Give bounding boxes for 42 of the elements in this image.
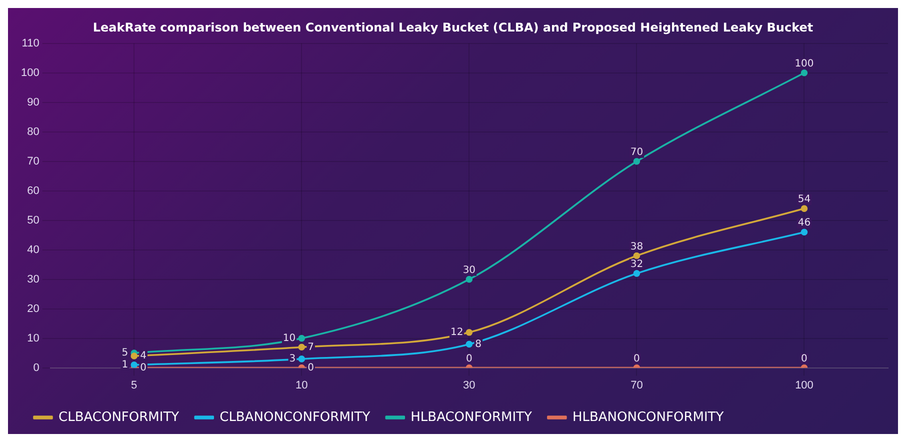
y-tick-label: 40 [27, 244, 40, 256]
y-tick-label: 20 [27, 302, 40, 315]
data-label: 0 [801, 353, 808, 364]
chart-title: LeakRate comparison between Conventional Leaky Bucket (CLBA) and Proposed Heightened Leaky Bucket [92, 20, 814, 34]
x-tick-label: 100 [795, 379, 814, 392]
data-label: 54 [798, 194, 811, 206]
data-label: 12 [450, 327, 464, 338]
y-tick-label: 60 [27, 184, 40, 197]
data-label: 3 [289, 354, 296, 365]
data-label: 46 [798, 218, 811, 229]
y-tick-label: 0 [33, 362, 40, 374]
data-label: 4 [140, 350, 146, 362]
y-tick-label: 30 [27, 273, 40, 286]
x-tick-label: 5 [131, 379, 138, 392]
data-label: 0 [308, 362, 314, 374]
data-label: 0 [466, 353, 472, 364]
data-label: 1 [122, 359, 128, 370]
legend-label: CLBANONCONFORMITY [220, 410, 370, 425]
data-label: 0 [140, 362, 146, 374]
legend-label: HLBACONFORMITY [410, 410, 532, 425]
legend-label: HLBANONCONFORMITY [572, 410, 724, 425]
legend-label: CLBACONFORMITY [58, 410, 180, 425]
data-label: 30 [462, 264, 476, 276]
data-label: 10 [282, 332, 296, 344]
y-tick-label: 110 [22, 37, 40, 50]
y-tick-label: 50 [27, 214, 40, 226]
data-label: 5 [122, 348, 128, 359]
data-label: 32 [630, 259, 644, 270]
data-label: 70 [630, 146, 644, 158]
x-tick-label: 30 [463, 379, 476, 392]
data-label: 100 [794, 58, 814, 70]
y-tick-label: 90 [27, 96, 40, 108]
data-label: 8 [475, 338, 482, 350]
x-tick-label: 10 [296, 379, 308, 392]
y-tick-label: 80 [27, 126, 40, 138]
x-tick-label: 70 [630, 379, 643, 392]
data-label: 38 [630, 241, 644, 252]
y-tick-label: 10 [27, 332, 40, 344]
y-tick-label: 100 [20, 66, 40, 79]
y-tick-label: 70 [27, 155, 40, 168]
data-label: 7 [308, 342, 314, 353]
data-label: 0 [634, 353, 640, 364]
